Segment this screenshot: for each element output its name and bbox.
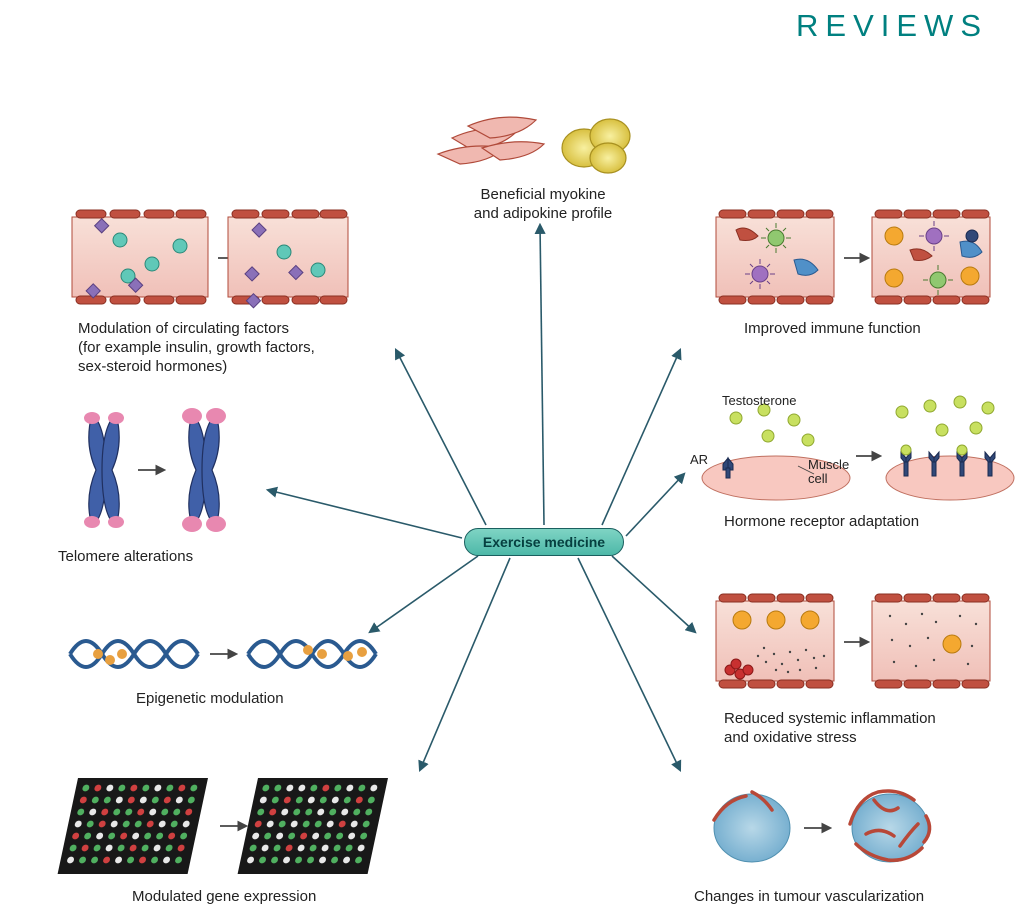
myokine-label: Beneficial myokineand adipokine profile (448, 186, 638, 224)
center-label: Exercise medicine (483, 534, 605, 550)
hormone-illustration (702, 396, 1014, 500)
center-node: Exercise medicine (464, 528, 624, 556)
immune-illustration (716, 210, 990, 304)
page-title: REVIEWS (796, 8, 988, 44)
ar-sublabel: AR (690, 452, 708, 467)
immune-label: Improved immune function (744, 320, 921, 339)
epigenetic-illustration (70, 641, 376, 667)
inflammation-label: Reduced systemic inflammationand oxidati… (724, 710, 964, 748)
gene-illustration (58, 778, 388, 874)
vascular-illustration (714, 791, 930, 862)
vascular-label: Changes in tumour vascularization (694, 888, 924, 907)
testosterone-sublabel: Testosterone (722, 393, 796, 408)
radial-arrows (268, 225, 695, 770)
hormone-label: Hormone receptor adaptation (724, 513, 919, 532)
circulating-illustration (58, 210, 348, 316)
telomere-illustration (84, 408, 226, 532)
telomere-label: Telomere alterations (58, 548, 193, 567)
myokine-illustration (438, 117, 630, 173)
epigenetic-label: Epigenetic modulation (136, 690, 284, 709)
gene-label: Modulated gene expression (132, 888, 316, 907)
diagram-canvas (0, 0, 1024, 917)
inflammation-illustration (716, 594, 990, 688)
muscle-sublabel: Musclecell (808, 458, 849, 487)
circulating-label: Modulation of circulating factors(for ex… (78, 320, 358, 376)
